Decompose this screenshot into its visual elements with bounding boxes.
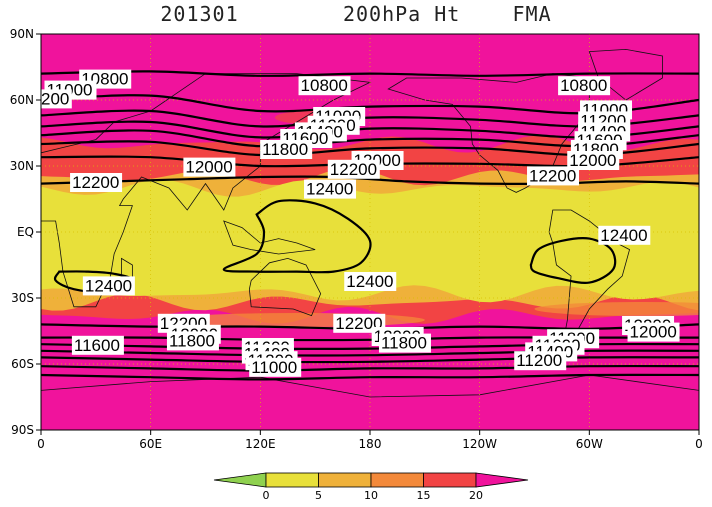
x-tick-label: 60E [139, 437, 162, 451]
contour-label-bg [344, 272, 397, 291]
y-tick-label: 60S [11, 357, 34, 371]
x-axis: 0 60E 120E 180 120W 60W 0 [37, 430, 703, 451]
contour-12400 [222, 199, 372, 274]
contour-label-bg [41, 89, 72, 109]
contour-label-bg [298, 76, 351, 96]
contour-label-bg [514, 351, 567, 371]
coastline-5 [223, 220, 316, 255]
x-tick-label: 180 [359, 437, 382, 451]
colorbar-tick-label: 0 [263, 489, 270, 502]
shade-blob [424, 150, 699, 165]
title-field: 200hPa Ht [342, 2, 461, 26]
contour-label-bg [598, 225, 651, 245]
contour-label: 12400 [306, 180, 353, 199]
colorbar-segment [318, 472, 372, 488]
contour-label: 11200 [516, 351, 562, 370]
contour-11000 [41, 373, 699, 381]
contour-label-bg [627, 322, 680, 342]
chart-title: 201301 200hPa Ht FMA [0, 2, 712, 26]
x-tick-label: 120W [462, 437, 497, 451]
contour-11200 [41, 364, 699, 372]
contour-label: 12400 [346, 272, 393, 291]
y-axis: 90N 60N 30N EQ 30S 60S 90S [10, 27, 41, 437]
colorbar-tick-label: 10 [364, 489, 378, 502]
contour-label: 11800 [262, 140, 308, 159]
contour-label-bg [82, 276, 135, 296]
x-tick-label: 60W [576, 437, 603, 451]
contour-label: 200 [41, 89, 69, 108]
contour-label-bg [71, 335, 124, 355]
contour-label: 11800 [381, 334, 427, 353]
colorbar-lower-extend [213, 472, 267, 488]
title-season: FMA [512, 2, 552, 26]
contour-11400 [41, 356, 699, 364]
contour-label: 10800 [301, 76, 348, 95]
contour-label-bg [558, 76, 611, 96]
x-tick-label: 120E [245, 437, 276, 451]
contour-label: 12200 [330, 160, 377, 179]
contour-label-bg [70, 173, 123, 192]
contour-label-bg [166, 331, 219, 351]
y-tick-label: 60N [10, 93, 34, 107]
contour-label-bg [327, 159, 380, 179]
contour-11600 [41, 349, 699, 357]
contour-label: 12000 [569, 151, 616, 170]
contour-10800 [41, 70, 699, 77]
colorbar-tick-label: 15 [417, 489, 431, 502]
contour-label: 12400 [85, 276, 132, 295]
contour-label-bg [304, 179, 357, 199]
contour-label: 12200 [335, 314, 382, 333]
contour-label: 10800 [560, 76, 607, 95]
coastline-1 [248, 257, 322, 317]
contour-label: 12000 [630, 323, 677, 342]
colorbar: 0 5 10 15 20 [213, 472, 529, 502]
contour-labels: 1080011000200108001100011200114001160011… [41, 69, 680, 377]
contour-label: 12200 [72, 173, 119, 192]
contour-label: 11800 [169, 331, 215, 350]
coastline-0 [41, 73, 372, 308]
contour-label: 11000 [251, 358, 297, 377]
y-tick-label: 30N [10, 159, 34, 173]
x-tick-label: 0 [695, 437, 703, 451]
x-tick-label: 0 [37, 437, 45, 451]
contour-12400 [529, 236, 617, 285]
contour-label-bg [378, 333, 431, 353]
contour-label-bg [567, 151, 620, 170]
contour-label: 12400 [600, 226, 647, 245]
shade-blob [534, 302, 699, 316]
colorbar-upper-extend [475, 472, 529, 488]
contour-label-bg [249, 357, 302, 377]
colorbar-segment [370, 472, 424, 488]
y-tick-label: 90N [10, 27, 34, 41]
contour-label-bg [260, 140, 313, 159]
colorbar-tick-label: 20 [469, 489, 483, 502]
y-tick-label: 90S [11, 423, 34, 437]
colorbar-segment [265, 472, 319, 488]
y-tick-label: 30S [11, 291, 34, 305]
contour-label-bg [183, 157, 236, 177]
contour-12200 [41, 175, 699, 185]
y-tick-label: EQ [17, 225, 34, 239]
contour-label: 11600 [74, 336, 120, 355]
title-date: 201301 [160, 2, 239, 26]
colorbar-segment [423, 472, 477, 488]
plot-area: 1080011000200108001100011200114001160011… [41, 34, 699, 430]
contour-label-bg [527, 166, 580, 186]
contour-label: 12200 [529, 166, 576, 185]
contour-label: 12000 [185, 158, 232, 177]
colorbar-tick-label: 5 [315, 489, 322, 502]
